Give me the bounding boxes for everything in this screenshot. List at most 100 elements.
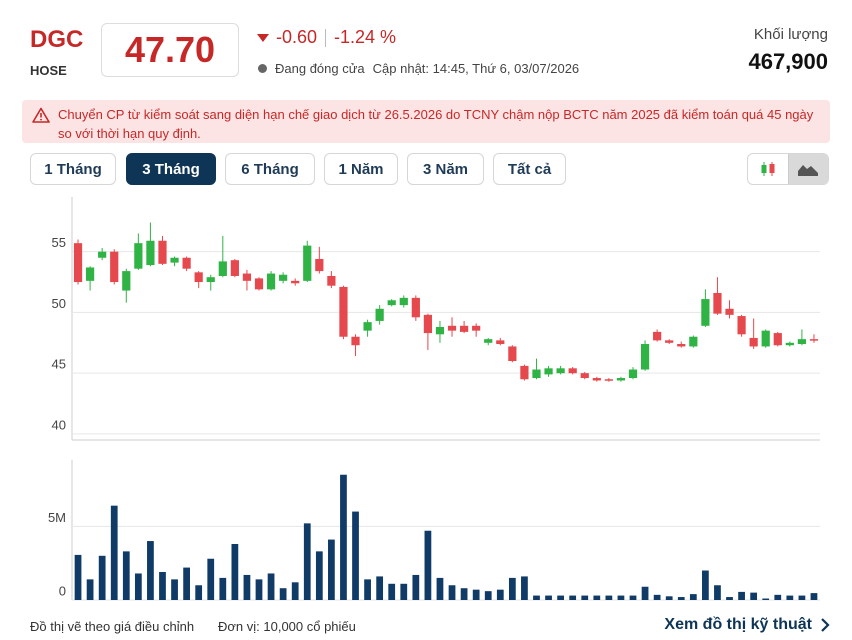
candle-body	[508, 346, 517, 362]
y-tick-label: 50	[52, 296, 66, 311]
volume-bar	[147, 541, 154, 600]
volume-bar	[243, 574, 251, 600]
warning-icon	[32, 107, 50, 123]
volume-bar	[267, 573, 275, 600]
candle-body	[737, 316, 746, 335]
candle-body	[689, 336, 698, 347]
volume-bar	[388, 583, 396, 600]
candle-body	[640, 344, 650, 370]
candle-icon[interactable]	[748, 154, 788, 184]
volume-bar	[231, 544, 239, 600]
link-text[interactable]: Xem đồ thị kỹ thuật	[664, 616, 812, 633]
candle-body	[797, 339, 807, 345]
volume-bar	[617, 595, 625, 600]
candle-body	[170, 257, 179, 263]
candle-body	[279, 274, 288, 281]
candle-body	[484, 339, 493, 343]
candle-body	[266, 273, 276, 290]
volume-bar	[569, 595, 577, 600]
range-button[interactable]: 1 Tháng	[30, 153, 116, 185]
candle-body	[218, 261, 227, 276]
volume-bar	[159, 572, 166, 600]
volume-bar	[484, 591, 492, 600]
volume-bar	[279, 588, 287, 600]
exchange: HOSE	[30, 63, 67, 78]
candle-body	[725, 308, 734, 315]
volume-bar	[653, 594, 661, 600]
candle-body	[447, 325, 457, 331]
range-button[interactable]: 1 Năm	[324, 153, 398, 185]
separator	[325, 28, 327, 47]
volume-bar	[303, 523, 311, 600]
volume-label: Khối lượng	[753, 26, 828, 43]
change-row: -0.60 -1.24 %	[256, 27, 396, 48]
volume-bar	[533, 595, 540, 600]
volume-bar	[738, 591, 745, 600]
range-button[interactable]: 6 Tháng	[225, 153, 315, 185]
candle-body	[351, 336, 360, 346]
volume-bar	[605, 595, 613, 600]
volume-bar	[810, 593, 818, 600]
updated: Cập nhật: 14:45, Thứ 6, 03/07/2026	[372, 61, 580, 76]
y-tick-label: 55	[52, 235, 66, 250]
range-button[interactable]: Tất cả	[493, 153, 566, 185]
volume-bar	[376, 576, 384, 600]
candle-body	[472, 325, 481, 331]
candle-body	[809, 339, 819, 341]
volume-bar	[677, 597, 685, 600]
candle-body	[122, 271, 131, 291]
volume-bar	[352, 511, 359, 600]
range-button[interactable]: 3 Năm	[407, 153, 484, 185]
volume-bar	[665, 596, 673, 600]
volume-bar	[798, 595, 806, 600]
candle-body	[73, 243, 83, 283]
volume-bar	[786, 595, 794, 600]
candle-body	[665, 340, 674, 343]
y-tick-label: 45	[52, 357, 66, 372]
status-row: Đang đóng cửa Cập nhật: 14:45, Thứ 6, 03…	[258, 61, 579, 76]
volume-bar	[448, 585, 456, 600]
volume-bar	[460, 588, 468, 600]
chart: 40 45 50 55 0 5M	[48, 197, 820, 601]
volume-bar	[219, 577, 227, 600]
candle-body	[98, 251, 107, 258]
candle-body	[291, 280, 300, 284]
candle-body	[423, 314, 433, 334]
volume-bar	[496, 589, 504, 600]
candle-body	[749, 337, 758, 347]
volume-bar	[581, 595, 589, 600]
volume-bar	[207, 558, 215, 600]
volume-bar	[702, 570, 709, 600]
candle-body	[182, 257, 191, 269]
candle-body	[363, 322, 372, 331]
candle-body	[411, 297, 420, 318]
volume-bar	[364, 579, 371, 600]
candle-body	[387, 300, 396, 306]
candle-body	[85, 267, 95, 281]
volume-bar	[545, 595, 552, 600]
candle-body	[242, 273, 252, 281]
volume-bar	[436, 577, 444, 600]
candle-body	[604, 379, 613, 381]
candle-body	[616, 378, 626, 381]
y-tick-label: 5M	[48, 510, 66, 525]
candle-body	[110, 251, 119, 283]
range-button[interactable]: 3 Tháng	[126, 153, 216, 185]
volume-bar	[774, 594, 782, 600]
candle-body	[496, 340, 505, 345]
change: -0.60	[276, 27, 318, 47]
candle-body	[158, 240, 167, 264]
candle-body	[146, 240, 155, 266]
candle-body	[399, 297, 408, 306]
volume-bar	[641, 586, 649, 600]
technical-link[interactable]: Xem đồ thị kỹ thuật	[664, 616, 830, 634]
candle-body	[761, 330, 770, 347]
candle-body	[785, 342, 794, 346]
alert-text: Chuyển CP từ kiểm soát sang diện hạn chế…	[58, 107, 814, 141]
candle-body	[303, 245, 312, 281]
candle-body	[435, 327, 445, 335]
volume: 467,900	[748, 49, 828, 74]
area-icon[interactable]	[787, 154, 828, 184]
volume-bar	[557, 595, 564, 600]
